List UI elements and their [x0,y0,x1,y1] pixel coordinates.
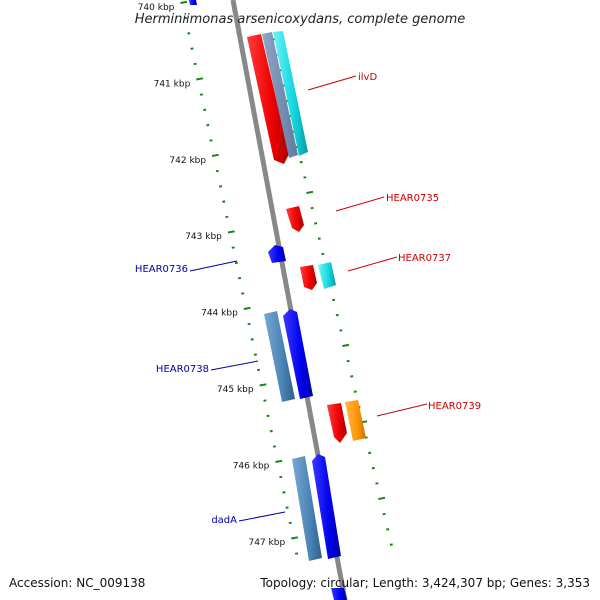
inner-tick [199,93,204,96]
gene-HEAR0737-red[interactable] [300,265,317,290]
gene-HEAR0736[interactable] [268,245,286,263]
gene-HEAR0739-red[interactable] [327,403,347,443]
kbp-tick-label: 747 kbp [249,538,286,548]
inner-tick [225,215,229,219]
kbp-tick-label: 744 kbp [201,309,238,319]
gene-label-HEAR0738[interactable]: HEAR0738 [156,364,209,375]
outer-tick [335,313,339,317]
outer-tick [386,528,390,531]
gene-ilvD-cyan[interactable] [273,31,308,156]
inner-tick [257,368,261,372]
connector-ilvD [307,75,357,91]
inner-tick [209,139,213,142]
inner-tick [184,16,188,20]
outer-tick [299,160,303,164]
inner-tick [238,276,242,280]
outer-tick [303,176,307,179]
outer-tick [368,451,372,455]
gene-HEAR0739-orange[interactable] [345,400,366,441]
kbp-tick-label: 742 kbp [169,156,206,166]
gene-ilvD-red[interactable] [247,34,289,164]
gene-label-HEAR0739[interactable]: HEAR0739 [428,401,481,412]
outer-tick [346,359,350,363]
connector-HEAR0736 [189,260,238,272]
connector-HEAR0738 [210,360,259,371]
outer-tick [321,252,325,256]
outer-tick [310,206,314,210]
accession-text: Accession: NC_009138 [9,576,146,590]
inner-tick [253,353,257,356]
gene-HEAR0735[interactable] [286,206,304,232]
gene-ilvD-slate[interactable] [262,32,298,158]
inner-tick [288,521,292,525]
inner-tick [227,230,235,234]
gene-HEAR0738-blue[interactable] [283,309,313,399]
map-title: Herminiimonas arsenicoxydans, complete g… [135,12,465,27]
gene-HEAR0738-steel[interactable] [264,311,295,402]
inner-tick [180,0,188,4]
inner-tick [266,414,270,418]
connector-HEAR0735 [335,196,385,212]
inner-tick [275,459,283,463]
outer-tick [314,222,318,225]
inner-tick [295,552,299,555]
gene-label-HEAR0737[interactable]: HEAR0737 [398,253,451,264]
gene-partial-top-blue[interactable] [189,0,197,5]
gene-label-HEAR0736[interactable]: HEAR0736 [135,264,188,275]
connector-dadA [238,511,286,522]
gene-partial-bottom-blue[interactable] [331,588,347,600]
inner-tick [259,383,267,387]
inner-tick [190,47,194,50]
gene-dadA-blue[interactable] [312,454,341,559]
inner-tick [187,32,191,35]
inner-tick [211,153,219,157]
kbp-tick-label: 741 kbp [154,79,191,89]
inner-tick [279,475,283,479]
inner-tick [241,292,245,295]
inner-tick [263,399,267,402]
inner-tick [215,169,219,173]
kbp-tick-label: 746 kbp [233,461,270,471]
gene-label-dadA[interactable]: dadA [211,515,237,526]
inner-tick [234,261,238,265]
outer-tick [350,375,354,378]
inner-tick [247,322,251,326]
inner-tick [196,77,204,81]
inner-tick [272,445,276,448]
gene-HEAR0737-cyan[interactable] [318,262,336,289]
outer-tick [389,543,393,546]
outer-tick [353,390,357,393]
kbp-tick-label: 745 kbp [217,385,254,395]
inner-tick [219,185,223,188]
connector-HEAR0739 [376,403,428,417]
inner-tick [222,200,226,203]
inner-tick [206,123,210,127]
outer-tick [375,482,379,485]
outer-tick [382,512,386,516]
outer-tick [339,329,343,332]
outer-tick [378,496,386,500]
inner-tick [203,108,207,112]
gene-label-HEAR0735[interactable]: HEAR0735 [386,193,439,204]
kbp-tick-label: 740 kbp [138,3,175,13]
genome-summary-text: Topology: circular; Length: 3,424,307 bp… [260,576,590,590]
gene-dadA-steel[interactable] [292,456,322,561]
inner-tick [250,338,254,341]
inner-tick [285,506,289,509]
outer-tick [332,298,336,302]
inner-tick [282,491,286,494]
inner-tick [269,429,273,433]
gene-label-ilvD[interactable]: ilvD [358,72,377,83]
outer-tick [371,466,375,470]
outer-tick [342,343,350,347]
outer-tick [306,190,314,194]
inner-tick [291,536,299,540]
inner-tick [231,246,235,249]
connector-HEAR0737 [347,256,398,272]
inner-tick [243,306,251,310]
outer-tick [317,237,321,240]
kbp-tick-label: 743 kbp [185,232,222,242]
